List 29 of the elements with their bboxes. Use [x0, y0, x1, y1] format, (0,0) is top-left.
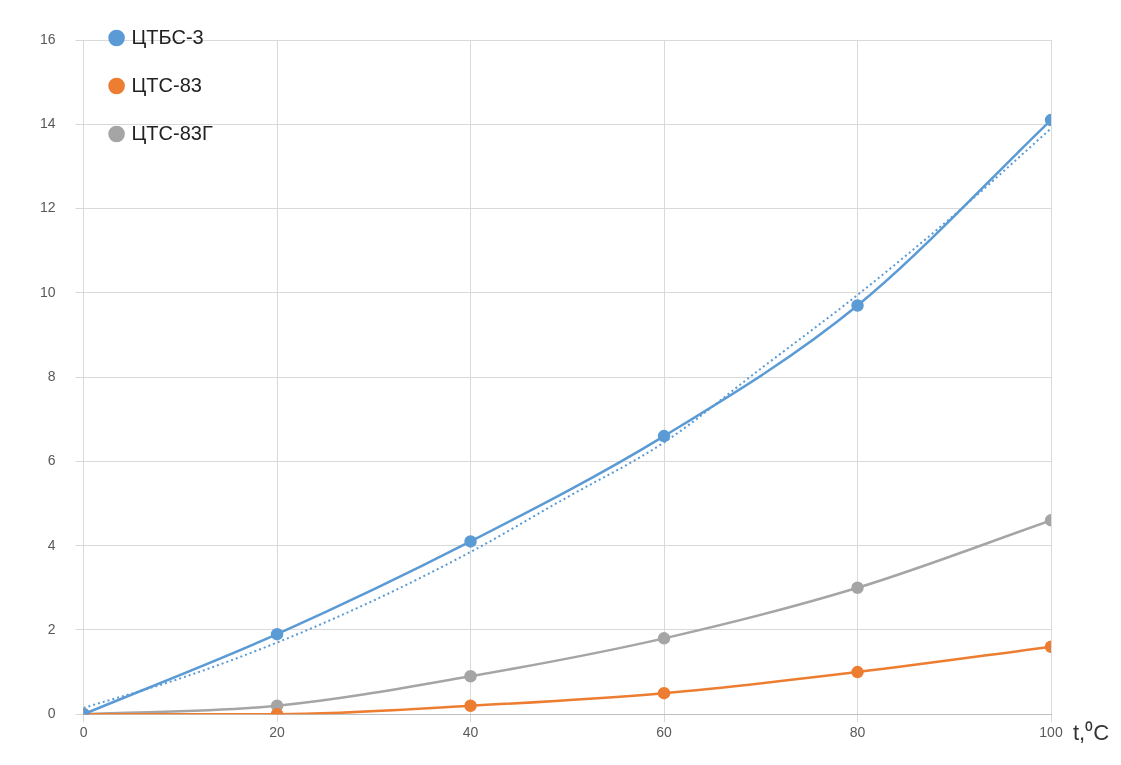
y-tick-label: 10 — [39, 283, 56, 300]
x-tick-label: 20 — [269, 724, 286, 741]
y-tick-label: 16 — [39, 30, 56, 47]
x-tick-label: 0 — [79, 724, 88, 741]
point — [657, 429, 671, 443]
point — [464, 535, 477, 548]
legend-label: ЦТС-83Г — [131, 121, 213, 144]
x-tick-label: 40 — [462, 724, 479, 741]
y-tick-label: 8 — [47, 367, 56, 384]
y-tick-label: 2 — [47, 620, 56, 637]
point — [464, 699, 477, 713]
y-tick-label: 4 — [47, 536, 56, 553]
y-tick-label: 12 — [39, 199, 56, 216]
point — [851, 665, 864, 679]
legend-label: ЦТБС-3 — [131, 25, 204, 48]
legend-label: ЦТС-83 — [131, 73, 202, 96]
point — [270, 627, 284, 641]
y-tick-label: 14 — [39, 115, 56, 132]
x-tick-label: 100 — [1039, 724, 1063, 741]
y-tick-label: 0 — [47, 705, 56, 722]
point — [851, 299, 864, 312]
x-tick-label: 80 — [849, 724, 866, 741]
y-tick-label: 6 — [47, 452, 56, 469]
x-tick-label: 60 — [656, 724, 673, 741]
point — [851, 581, 864, 595]
point — [657, 632, 671, 645]
point — [657, 686, 671, 700]
point — [464, 670, 477, 683]
x-axis-title: t,⁰C — [1073, 720, 1110, 746]
